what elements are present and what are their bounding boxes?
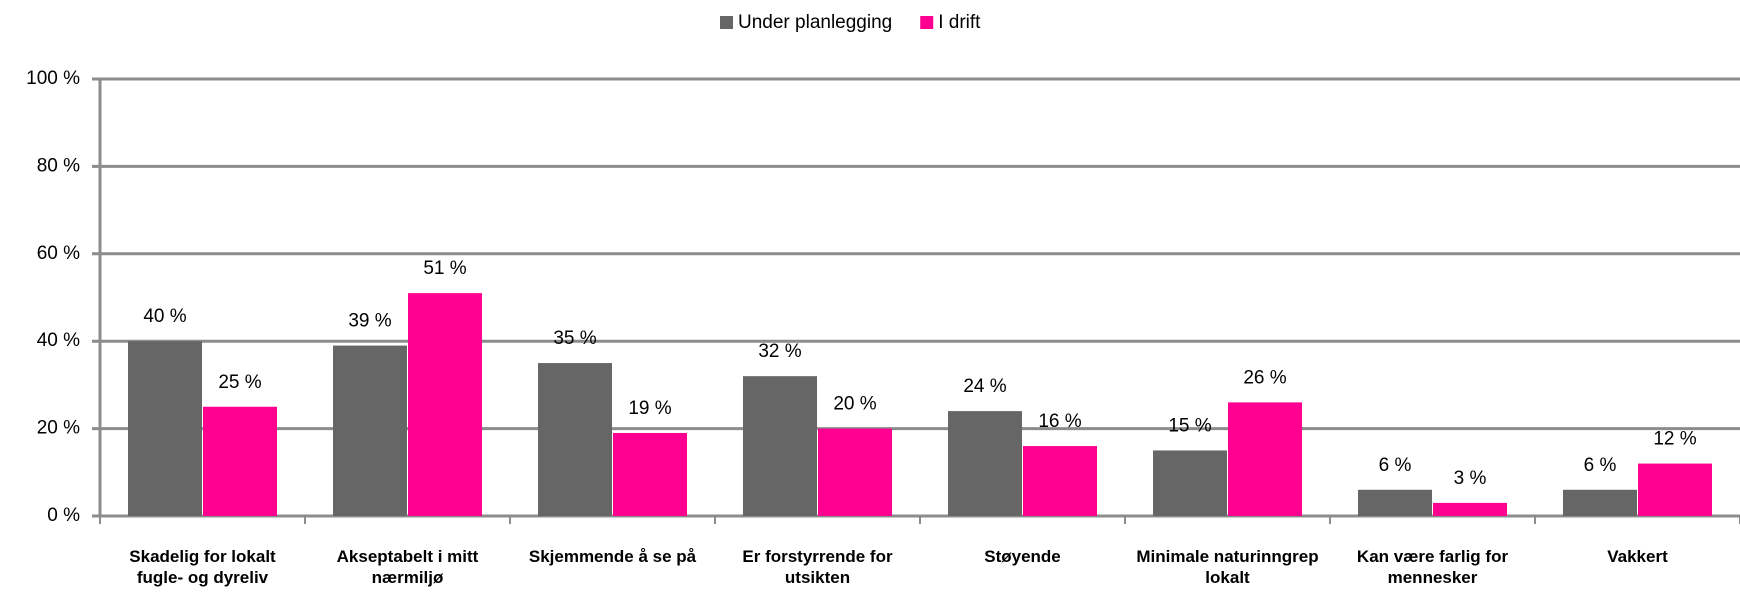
x-tick-label: Skjemmende å se på bbox=[528, 547, 697, 566]
bar bbox=[743, 376, 817, 516]
value-label: 35 % bbox=[553, 328, 596, 349]
legend-swatch bbox=[920, 16, 934, 29]
value-label: 24 % bbox=[963, 376, 1006, 397]
x-tick-label: Minimale naturinngrep lokalt bbox=[1136, 547, 1319, 587]
bar bbox=[948, 411, 1022, 516]
bar bbox=[538, 363, 612, 516]
value-label: 26 % bbox=[1243, 367, 1286, 388]
bar bbox=[1358, 489, 1432, 516]
x-tick-label: Støyende bbox=[984, 547, 1061, 566]
bar bbox=[1433, 502, 1507, 516]
bar bbox=[1228, 402, 1302, 516]
legend-label: Under planlegging bbox=[738, 12, 892, 33]
x-tick-label: Kan være farlig for mennesker bbox=[1356, 547, 1509, 587]
value-label: 40 % bbox=[143, 306, 186, 327]
bar bbox=[128, 341, 202, 516]
value-label: 6 % bbox=[1379, 455, 1412, 476]
value-label: 6 % bbox=[1584, 455, 1617, 476]
y-tick-label: 20 % bbox=[37, 418, 80, 439]
y-tick-label: 0 % bbox=[47, 505, 80, 526]
bar bbox=[333, 345, 407, 516]
value-label: 20 % bbox=[833, 394, 876, 415]
x-tick-label: Vakkert bbox=[1607, 547, 1668, 566]
legend-label: I drift bbox=[938, 12, 981, 33]
value-label: 19 % bbox=[628, 398, 671, 419]
bar bbox=[818, 428, 892, 516]
bar bbox=[408, 293, 482, 516]
value-label: 3 % bbox=[1454, 468, 1487, 489]
x-tick-label: Skadelig for lokalt fugle- og dyreliv bbox=[129, 547, 276, 587]
value-label: 32 % bbox=[758, 341, 801, 362]
bar bbox=[1638, 463, 1712, 516]
y-tick-label: 60 % bbox=[37, 243, 80, 264]
y-tick-label: 80 % bbox=[37, 155, 80, 176]
legend-swatch bbox=[720, 16, 733, 29]
value-label: 25 % bbox=[218, 372, 261, 393]
value-label: 39 % bbox=[348, 311, 391, 332]
value-label: 15 % bbox=[1168, 415, 1211, 436]
y-tick-label: 100 % bbox=[26, 68, 80, 89]
y-tick-label: 40 % bbox=[37, 330, 80, 351]
value-label: 51 % bbox=[423, 258, 466, 279]
x-tick-label: Akseptabelt i mitt nærmiljø bbox=[336, 547, 479, 587]
bar bbox=[613, 432, 687, 516]
bar bbox=[1563, 489, 1637, 516]
bar bbox=[1023, 446, 1097, 516]
bar bbox=[1153, 450, 1227, 516]
bar bbox=[203, 406, 277, 516]
value-label: 16 % bbox=[1038, 411, 1081, 432]
value-label: 12 % bbox=[1653, 429, 1696, 450]
x-tick-label: Er forstyrrende for utsikten bbox=[742, 547, 893, 587]
